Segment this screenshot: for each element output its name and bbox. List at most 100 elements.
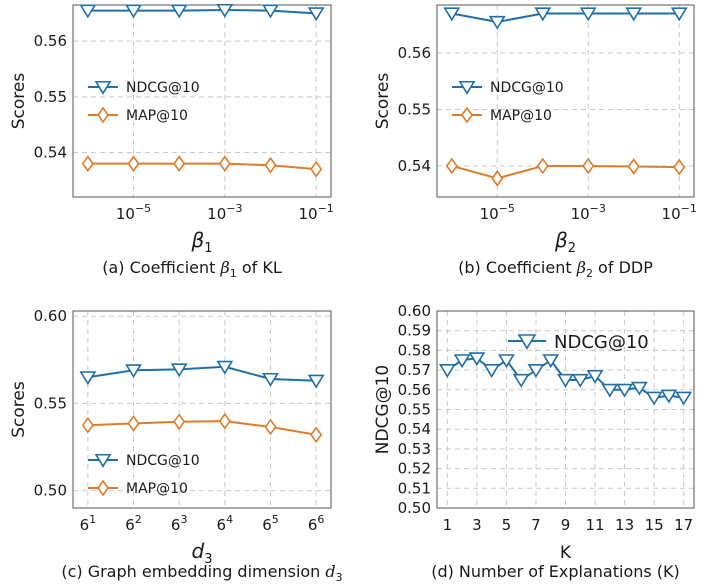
data-point-ndcg-10 (170, 4, 188, 19)
data-point-map-10 (673, 158, 686, 176)
y-tick-label: 0.55 (34, 88, 67, 106)
data-point-ndcg-10 (660, 389, 678, 404)
series-line-ndcg-10 (87, 365, 317, 382)
y-tick-label: 0.54 (398, 420, 431, 438)
plot-frame (72, 310, 332, 509)
x-tick-label: 7 (531, 516, 541, 534)
data-point-ndcg-10 (601, 383, 619, 398)
y-axis-label: Scores (9, 381, 29, 438)
y-axis-label: Scores (9, 73, 29, 130)
data-point-map-10 (310, 160, 323, 178)
y-tick-label: 0.57 (398, 361, 431, 379)
plot-frame (436, 310, 695, 509)
data-point-map-10 (627, 158, 640, 175)
data-point-ndcg-10 (262, 372, 279, 387)
chart-panel-d: 0.50 0.510.52 0.53 0.540.55 0.56 0.57 0.580.59… (373, 302, 695, 581)
x-tick-label: 11 (585, 516, 604, 534)
y-tick-label: 0.56 (34, 32, 67, 50)
y-tick-label: 0.56 (398, 381, 431, 399)
legend-label: MAP@10 (126, 481, 188, 497)
x-tick-label: 63 (171, 513, 188, 534)
y-tick-label: 0.60 (34, 307, 67, 325)
y-tick-label: 0.54 (398, 157, 431, 175)
x-tick-label: 65 (262, 513, 279, 534)
data-point-map-10 (264, 156, 277, 174)
legend-label: NDCG@10 (490, 80, 564, 96)
x-tick-label: 10−1 (299, 202, 334, 223)
x-tick-label: 3 (472, 516, 482, 534)
data-point-map-10 (491, 169, 504, 187)
x-tick-label: 5 (502, 516, 512, 534)
data-point-ndcg-10 (216, 3, 234, 18)
legend: NDCG@10 MAP@10 (452, 80, 564, 124)
data-point-ndcg-10 (625, 7, 643, 22)
x-tick-label: 66 (308, 513, 325, 534)
legend-diamond-icon (96, 479, 110, 497)
y-tick-label: 0.53 (398, 440, 431, 458)
x-tick-label: 10−3 (571, 202, 606, 223)
data-point-ndcg-10 (125, 4, 142, 19)
legend-triangle-icon (517, 334, 537, 350)
data-point-map-10 (173, 413, 186, 431)
data-point-ndcg-10 (542, 354, 560, 369)
data-point-ndcg-10 (79, 371, 97, 386)
caption: (d) Number of Explanations (K) (431, 562, 680, 581)
data-point-ndcg-10 (512, 373, 530, 388)
series-line-map-10 (87, 420, 317, 436)
legend-diamond-icon (460, 106, 474, 124)
legend-label: NDCG@10 (554, 332, 649, 353)
data-point-ndcg-10 (675, 391, 693, 406)
data-point-map-10 (218, 412, 231, 430)
data-point-ndcg-10 (438, 364, 456, 378)
legend-label: MAP@10 (490, 108, 552, 124)
x-tick-label: 10−1 (662, 202, 697, 223)
y-tick-label: 0.54 (34, 143, 67, 161)
y-tick-label: 0.50 (398, 499, 431, 517)
data-point-map-10 (310, 426, 323, 444)
data-point-ndcg-10 (670, 7, 688, 22)
x-tick-label: 1 (443, 516, 453, 534)
legend: NDCG@10 MAP@10 (88, 80, 200, 124)
data-point-ndcg-10 (483, 364, 501, 378)
y-tick-label: 0.60 (398, 302, 431, 320)
y-tick-label: 0.52 (398, 460, 431, 478)
data-point-ndcg-10 (443, 7, 461, 22)
data-point-ndcg-10 (307, 7, 325, 22)
legend-triangle-icon (94, 453, 112, 468)
data-point-map-10 (81, 155, 94, 172)
y-tick-label: 0.51 (398, 479, 431, 497)
data-point-ndcg-10 (630, 381, 648, 396)
series-line-map-10 (87, 162, 317, 171)
x-tick-label: 10−5 (480, 202, 515, 223)
x-tick-label: 61 (80, 513, 97, 534)
data-point-ndcg-10 (216, 360, 234, 375)
chart-panel-b: 0.54 0.55 0.56 10−5 10−3 10−1 Scores β2 NDCG@10 M… (373, 4, 697, 280)
x-axis-label: β1 (190, 228, 212, 256)
data-point-map-10 (264, 418, 277, 436)
data-point-map-10 (445, 157, 458, 175)
x-tick-label: 10−5 (116, 202, 151, 223)
y-tick-label: 0.55 (398, 100, 431, 118)
legend: NDCG@10 (508, 332, 649, 353)
data-point-ndcg-10 (586, 369, 604, 384)
data-point-ndcg-10 (125, 364, 142, 379)
data-point-ndcg-10 (645, 391, 663, 406)
series-line-ndcg-10 (451, 12, 680, 23)
data-point-map-10 (536, 157, 549, 175)
x-tick-label: 17 (674, 516, 693, 534)
data-point-ndcg-10 (170, 363, 188, 378)
data-point-ndcg-10 (527, 364, 545, 378)
data-point-map-10 (218, 155, 231, 172)
data-point-map-10 (173, 155, 186, 172)
caption: (a) Coefficient β1 of KL (102, 258, 282, 280)
legend-triangle-icon (458, 80, 476, 95)
x-tick-label: 64 (217, 513, 234, 534)
x-axis-label: d3 (192, 539, 213, 567)
y-tick-label: 0.56 (398, 44, 431, 62)
x-tick-label: 15 (645, 516, 664, 534)
plot-frame (72, 4, 332, 198)
data-point-map-10 (127, 155, 140, 172)
x-axis-label: β2 (554, 228, 576, 256)
x-axis-label: K (560, 543, 572, 563)
legend-triangle-icon (94, 80, 112, 95)
